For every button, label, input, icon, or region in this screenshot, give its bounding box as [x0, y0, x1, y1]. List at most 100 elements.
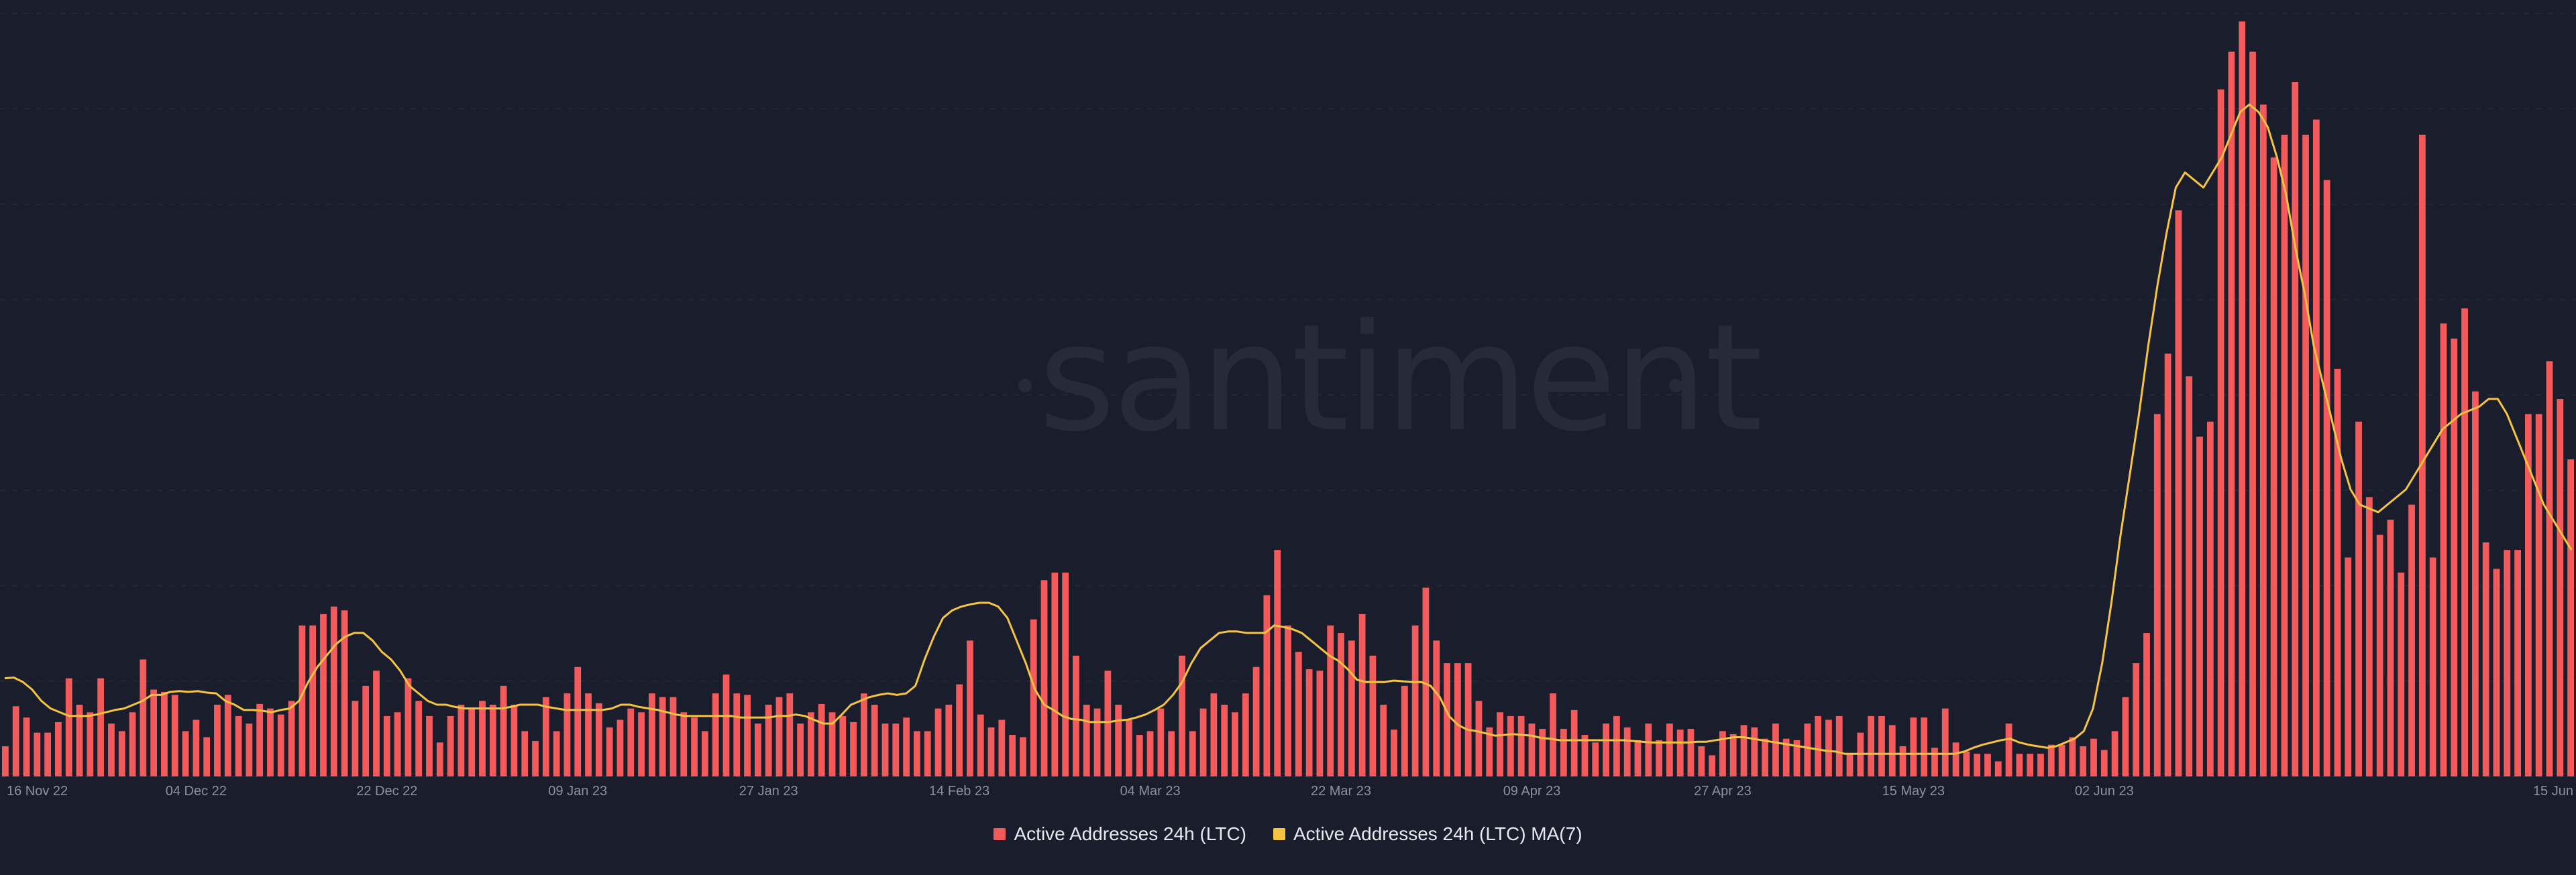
bar-mark[interactable]	[861, 693, 867, 776]
bar-mark[interactable]	[521, 731, 529, 776]
bar-mark[interactable]	[97, 678, 105, 776]
bar-mark[interactable]	[309, 625, 317, 776]
bar-mark[interactable]	[1963, 751, 1970, 776]
bar-mark[interactable]	[1189, 731, 1196, 776]
bar-mark[interactable]	[405, 678, 412, 776]
bar-mark[interactable]	[1210, 693, 1218, 776]
bar-mark[interactable]	[129, 712, 136, 776]
bar-mark[interactable]	[1464, 663, 1472, 776]
bar-mark[interactable]	[362, 685, 370, 776]
bar-mark[interactable]	[1835, 715, 1843, 776]
bar-mark[interactable]	[2047, 744, 2055, 776]
bar-mark[interactable]	[1507, 715, 1514, 776]
bar-mark[interactable]	[320, 614, 327, 776]
bar-mark[interactable]	[1899, 746, 1907, 776]
bar-mark[interactable]	[2398, 572, 2405, 776]
bar-mark[interactable]	[426, 715, 433, 776]
bar-mark[interactable]	[277, 714, 284, 776]
bar-mark[interactable]	[892, 723, 900, 776]
bar-mark[interactable]	[2387, 520, 2394, 776]
bar-mark[interactable]	[1252, 666, 1260, 776]
bar-mark[interactable]	[203, 737, 211, 776]
bar-mark[interactable]	[108, 723, 115, 776]
bar-mark[interactable]	[1539, 729, 1546, 776]
bar-mark[interactable]	[1709, 755, 1715, 776]
bar-mark[interactable]	[1444, 663, 1450, 776]
bar-mark[interactable]	[2514, 550, 2521, 776]
bar-mark[interactable]	[256, 703, 264, 776]
bar-mark[interactable]	[1115, 705, 1122, 776]
bar-mark[interactable]	[140, 659, 147, 776]
bar-mark[interactable]	[744, 695, 751, 776]
bar-mark[interactable]	[2249, 52, 2256, 776]
bar-mark[interactable]	[468, 708, 476, 776]
bar-mark[interactable]	[2376, 534, 2383, 776]
bar-mark[interactable]	[1729, 734, 1737, 776]
bar-mark[interactable]	[2312, 119, 2320, 776]
bar-mark[interactable]	[373, 670, 380, 776]
bar-mark[interactable]	[161, 691, 168, 776]
bar-mark[interactable]	[2281, 134, 2288, 776]
bar-mark[interactable]	[1020, 737, 1026, 776]
bar-mark[interactable]	[956, 684, 963, 776]
bar-mark[interactable]	[1994, 761, 2002, 776]
bar-mark[interactable]	[924, 731, 931, 776]
bar-mark[interactable]	[1931, 748, 1938, 776]
bar-mark[interactable]	[1305, 669, 1313, 776]
bar-mark[interactable]	[150, 689, 158, 776]
bar-mark[interactable]	[967, 640, 973, 776]
bar-mark[interactable]	[1941, 708, 1949, 776]
bar-mark[interactable]	[2259, 104, 2267, 777]
bar-mark[interactable]	[1263, 595, 1271, 776]
bar-mark[interactable]	[1348, 640, 1355, 776]
bar-mark[interactable]	[2334, 368, 2341, 776]
bar-mark[interactable]	[2196, 436, 2203, 776]
bar-mark[interactable]	[2069, 737, 2076, 776]
bar-mark[interactable]	[987, 727, 995, 776]
bar-mark[interactable]	[1878, 715, 1885, 776]
bar-mark[interactable]	[648, 693, 655, 776]
bar-mark[interactable]	[1030, 619, 1037, 776]
bar-mark[interactable]	[2080, 746, 2087, 776]
bar-mark[interactable]	[458, 705, 465, 776]
bar-mark[interactable]	[828, 712, 836, 776]
bar-mark[interactable]	[1868, 715, 1875, 776]
bar-mark[interactable]	[2345, 557, 2352, 776]
bar-mark[interactable]	[1083, 705, 1090, 776]
bar-mark[interactable]	[171, 695, 178, 776]
bar-mark[interactable]	[564, 693, 571, 776]
bar-mark[interactable]	[447, 715, 454, 776]
bar-mark[interactable]	[12, 706, 19, 776]
bar-mark[interactable]	[1157, 708, 1165, 776]
bar-mark[interactable]	[288, 701, 295, 776]
bar-mark[interactable]	[627, 708, 635, 776]
bar-mark[interactable]	[1984, 754, 1991, 776]
bar-mark[interactable]	[2418, 134, 2426, 776]
bar-mark[interactable]	[616, 719, 624, 776]
bar-mark[interactable]	[1581, 735, 1589, 776]
bar-mark[interactable]	[34, 732, 41, 776]
bar-mark[interactable]	[1411, 625, 1419, 776]
bar-mark[interactable]	[341, 610, 348, 776]
bar-mark[interactable]	[55, 721, 62, 776]
bar-mark[interactable]	[1623, 727, 1631, 776]
bar-mark[interactable]	[542, 697, 549, 776]
bar-mark[interactable]	[1719, 731, 1726, 776]
bar-mark[interactable]	[1062, 572, 1069, 776]
bar-mark[interactable]	[977, 714, 984, 776]
bar-mark[interactable]	[2567, 459, 2574, 776]
bar-mark[interactable]	[2153, 414, 2161, 776]
bar-mark[interactable]	[1645, 723, 1652, 776]
bar-mark[interactable]	[850, 721, 857, 776]
bar-mark[interactable]	[1974, 754, 1981, 776]
bar-mark[interactable]	[2524, 414, 2532, 776]
bar-mark[interactable]	[881, 723, 889, 776]
bar-mark[interactable]	[712, 693, 719, 776]
bar-mark[interactable]	[1517, 715, 1525, 776]
bar-mark[interactable]	[511, 705, 518, 776]
bar-mark[interactable]	[701, 731, 708, 776]
bar-mark[interactable]	[903, 717, 910, 776]
bar-mark[interactable]	[1592, 742, 1599, 776]
bar-mark[interactable]	[1454, 663, 1461, 776]
bar-mark[interactable]	[2323, 180, 2330, 777]
